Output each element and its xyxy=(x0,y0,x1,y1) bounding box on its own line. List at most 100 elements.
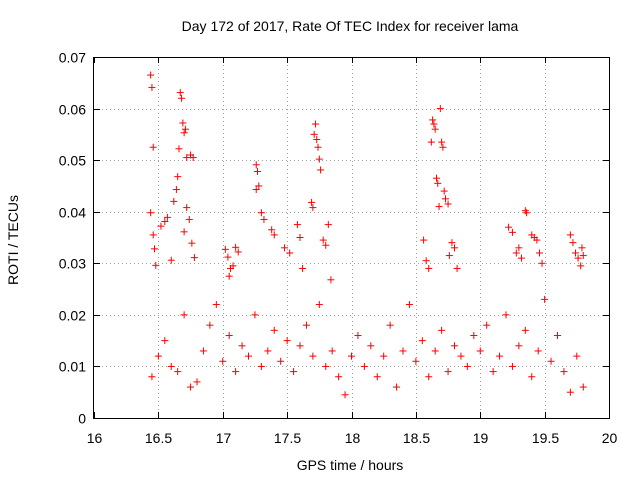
data-point xyxy=(476,347,484,355)
x-tick-label: 17.5 xyxy=(274,430,301,446)
x-tick-label: 16.5 xyxy=(145,430,172,446)
data-point xyxy=(309,352,317,360)
data-point xyxy=(180,129,188,137)
data-point xyxy=(554,331,561,339)
data-point xyxy=(453,264,461,272)
data-point xyxy=(254,167,262,175)
data-point xyxy=(523,209,531,217)
data-point xyxy=(296,342,304,350)
data-point xyxy=(434,179,442,187)
data-point xyxy=(515,342,523,350)
x-axis-label: GPS time / hours xyxy=(297,457,404,473)
grid-layer xyxy=(94,57,609,418)
data-point xyxy=(515,244,523,252)
data-point xyxy=(183,154,191,162)
data-point xyxy=(264,347,272,355)
data-point xyxy=(212,301,220,309)
data-point xyxy=(151,245,159,253)
data-point xyxy=(167,256,175,264)
data-point xyxy=(308,198,316,206)
data-point xyxy=(225,331,233,339)
data-point xyxy=(296,234,304,241)
data-point xyxy=(179,119,187,127)
data-point xyxy=(360,362,368,370)
data-point xyxy=(508,362,516,370)
data-point xyxy=(547,357,555,365)
data-point xyxy=(533,236,541,244)
data-point xyxy=(578,244,586,252)
y-tick-label: 0.05 xyxy=(59,153,86,169)
data-point xyxy=(257,362,265,370)
data-point xyxy=(221,245,229,253)
data-point xyxy=(277,357,285,365)
data-point xyxy=(367,342,375,350)
data-point xyxy=(183,204,191,212)
data-point xyxy=(517,254,525,262)
data-point xyxy=(245,352,252,360)
data-point xyxy=(380,352,388,360)
data-point xyxy=(324,221,332,229)
data-point xyxy=(314,143,322,151)
data-point xyxy=(505,223,513,231)
data-point xyxy=(422,257,430,265)
data-point xyxy=(181,125,189,133)
data-point xyxy=(521,326,529,334)
data-point xyxy=(238,342,246,350)
data-point xyxy=(438,138,446,146)
x-tick-label: 19 xyxy=(473,430,489,446)
data-point xyxy=(448,239,456,247)
y-tick-label: 0.04 xyxy=(59,205,86,221)
chart-title: Day 172 of 2017, Rate Of TEC Index for r… xyxy=(182,18,519,34)
data-point xyxy=(425,264,433,272)
data-point xyxy=(178,94,186,102)
data-point xyxy=(260,215,268,223)
data-point xyxy=(174,368,182,376)
data-point xyxy=(270,231,278,239)
data-point xyxy=(429,116,437,124)
x-tick-label: 19.5 xyxy=(532,430,559,446)
data-point xyxy=(566,388,574,396)
data-point xyxy=(427,138,435,146)
data-point xyxy=(270,326,278,334)
data-point xyxy=(148,83,156,91)
data-point xyxy=(535,249,543,257)
data-point xyxy=(435,203,443,211)
data-point xyxy=(148,373,156,381)
data-point xyxy=(199,347,207,355)
y-axis-label: ROTI / TECUs xyxy=(5,195,21,285)
data-point xyxy=(281,244,289,252)
data-point xyxy=(252,186,260,194)
data-point xyxy=(470,331,478,339)
data-point xyxy=(174,173,182,181)
data-point xyxy=(290,368,298,376)
data-point xyxy=(322,241,330,249)
data-point xyxy=(187,383,195,391)
data-point xyxy=(348,352,355,360)
data-point xyxy=(432,174,440,182)
data-point xyxy=(234,248,242,256)
data-point xyxy=(206,321,214,329)
data-point xyxy=(313,136,321,144)
data-point xyxy=(425,373,433,381)
y-tick-label: 0.03 xyxy=(59,256,86,272)
data-point xyxy=(149,143,157,151)
data-point xyxy=(431,125,439,133)
data-point xyxy=(572,249,580,257)
x-tick-label: 17 xyxy=(216,430,232,446)
data-point xyxy=(489,368,497,376)
data-point xyxy=(257,209,265,217)
y-tick-label: 0.02 xyxy=(59,308,86,324)
data-point xyxy=(577,262,585,270)
data-point xyxy=(311,120,319,128)
data-point xyxy=(354,331,362,339)
data-point xyxy=(163,213,171,221)
data-point xyxy=(189,154,197,162)
data-point xyxy=(574,254,582,262)
data-point xyxy=(167,362,175,370)
data-point xyxy=(309,204,317,212)
data-point xyxy=(393,383,401,391)
data-point xyxy=(188,239,196,247)
data-point xyxy=(528,373,536,381)
